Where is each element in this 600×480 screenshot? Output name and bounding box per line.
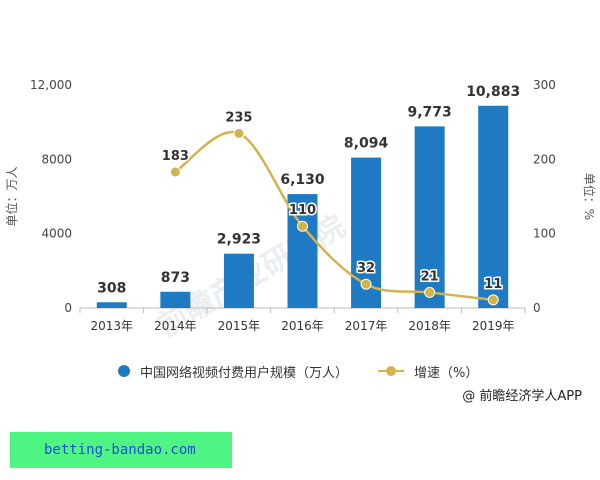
bar-value-label: 873 bbox=[161, 270, 190, 286]
y-right-tick-label: 0 bbox=[533, 301, 541, 315]
promo-banner[interactable]: betting-bandao.com bbox=[10, 432, 232, 468]
x-tick-label: 2017年 bbox=[345, 319, 388, 333]
line-value-label: 21 bbox=[421, 269, 439, 284]
bar bbox=[414, 126, 445, 308]
bar-value-label: 308 bbox=[97, 280, 126, 296]
y-left-tick-label: 0 bbox=[64, 301, 72, 315]
bar-value-label: 6,130 bbox=[280, 172, 325, 188]
line-value-label: 32 bbox=[357, 261, 375, 276]
x-tick-label: 2016年 bbox=[281, 319, 324, 333]
x-tick-label: 2018年 bbox=[408, 319, 451, 333]
y-left-tick-label: 4000 bbox=[41, 227, 72, 241]
line-value-label: 235 bbox=[225, 110, 252, 125]
x-tick-label: 2015年 bbox=[218, 319, 261, 333]
legend-item-line: 增速（%） bbox=[378, 362, 478, 381]
y-right-tick-label: 100 bbox=[533, 227, 556, 241]
bar-value-label: 8,094 bbox=[344, 136, 389, 152]
x-tick-label: 2013年 bbox=[91, 319, 134, 333]
line-point bbox=[487, 294, 499, 306]
x-tick-label: 2019年 bbox=[472, 319, 515, 333]
line-value-label: 183 bbox=[162, 149, 189, 164]
line-point bbox=[360, 278, 372, 290]
chart-axes: 0 4000 8000 12,000 0 100 200 300 2013年 2014年 2015年… bbox=[4, 78, 597, 333]
bar bbox=[478, 105, 509, 308]
bar bbox=[96, 302, 127, 308]
x-tick-label: 2014年 bbox=[154, 319, 197, 333]
y-right-tick-label: 300 bbox=[533, 78, 556, 92]
line-point bbox=[233, 127, 245, 139]
bar bbox=[223, 253, 254, 308]
line-point bbox=[169, 166, 181, 178]
line-value-label: 110 bbox=[289, 203, 316, 218]
bar-series bbox=[96, 105, 509, 308]
legend-line-swatch bbox=[378, 365, 405, 377]
y-left-tick-label: 8000 bbox=[41, 152, 72, 166]
chart: 前瞻产业研究院 04000800012,00001002003002013年20… bbox=[4, 78, 597, 344]
y-left-tick-label: 12,000 bbox=[30, 78, 72, 92]
legend-bar-swatch bbox=[118, 365, 130, 377]
source-credit: @ 前瞻经济学人APP bbox=[462, 389, 582, 404]
line-point bbox=[297, 220, 308, 232]
y-left-axis-title: 单位：万人 bbox=[4, 166, 19, 226]
line-series bbox=[169, 127, 499, 306]
bar bbox=[160, 291, 191, 308]
bar-value-label: 9,773 bbox=[407, 104, 451, 120]
banner-text: betting-bandao.com bbox=[44, 442, 196, 458]
bar-value-label: 2,923 bbox=[217, 232, 261, 248]
line-point bbox=[424, 286, 436, 298]
line-value-label: 11 bbox=[484, 277, 502, 292]
data-labels: 308 873 2,923 6,130 8,094 9,773 10,883 183 235 11… bbox=[97, 84, 520, 297]
legend-line-label: 增速（%） bbox=[414, 365, 479, 381]
legend: 中国网络视频付费用户规模（万人） 增速（%） bbox=[118, 360, 508, 382]
bar-value-label: 10,883 bbox=[466, 84, 520, 100]
legend-bar-label: 中国网络视频付费用户规模（万人） bbox=[140, 365, 349, 381]
y-right-axis-title: 单位：% bbox=[582, 173, 597, 220]
y-right-tick-label: 200 bbox=[533, 152, 556, 166]
legend-item-bar: 中国网络视频付费用户规模（万人） bbox=[118, 362, 348, 381]
